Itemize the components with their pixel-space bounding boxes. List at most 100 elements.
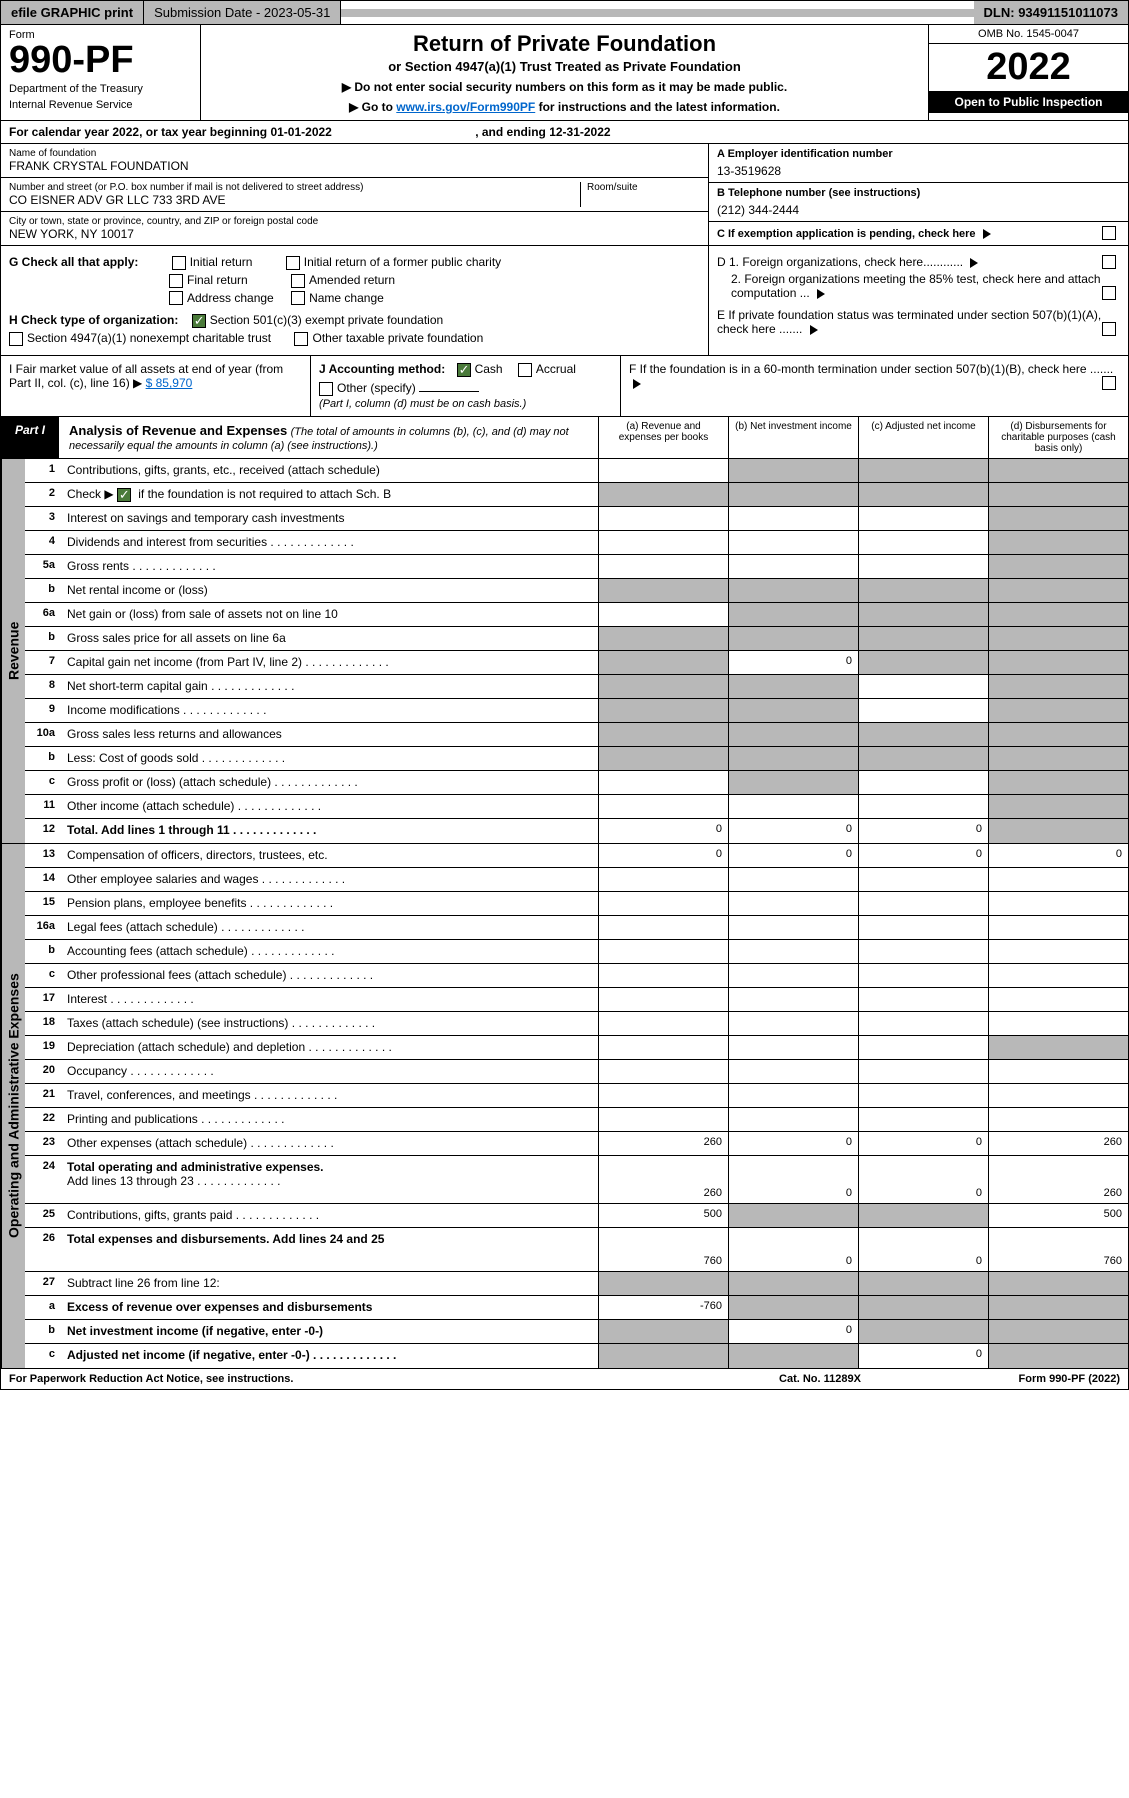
r27c-c: 0 bbox=[858, 1344, 988, 1368]
r26-b: 0 bbox=[728, 1228, 858, 1271]
j-note: (Part I, column (d) must be on cash basi… bbox=[319, 398, 612, 410]
amended-return-checkbox[interactable] bbox=[291, 274, 305, 288]
table-row: cGross profit or (loss) (attach schedule… bbox=[25, 771, 1128, 795]
r26-c: 0 bbox=[858, 1228, 988, 1271]
form-header: Form 990-PF Department of the Treasury I… bbox=[0, 25, 1129, 121]
irs-link[interactable]: www.irs.gov/Form990PF bbox=[396, 100, 535, 114]
sch-b-checkbox[interactable] bbox=[117, 488, 131, 502]
g-opt-0: Initial return bbox=[190, 255, 253, 269]
info-grid: Name of foundation FRANK CRYSTAL FOUNDAT… bbox=[0, 144, 1129, 246]
table-row: 2Check ▶ if the foundation is not requir… bbox=[25, 483, 1128, 507]
d1-checkbox[interactable] bbox=[1102, 255, 1116, 269]
directive-post: for instructions and the latest informat… bbox=[535, 100, 780, 114]
paperwork-notice: For Paperwork Reduction Act Notice, see … bbox=[9, 1373, 720, 1385]
name-label: Name of foundation bbox=[9, 148, 700, 159]
topbar-spacer bbox=[341, 9, 973, 17]
revenue-rows: 1Contributions, gifts, grants, etc., rec… bbox=[25, 459, 1128, 843]
part1-title-text: Analysis of Revenue and Expenses bbox=[69, 423, 287, 438]
revenue-table: Revenue 1Contributions, gifts, grants, e… bbox=[0, 459, 1129, 844]
col-d-header: (d) Disbursements for charitable purpose… bbox=[988, 417, 1128, 458]
g-opt-5: Name change bbox=[309, 291, 384, 305]
table-row: 13Compensation of officers, directors, t… bbox=[25, 844, 1128, 868]
section-f: F If the foundation is in a 60-month ter… bbox=[621, 356, 1128, 416]
city: NEW YORK, NY 10017 bbox=[9, 227, 700, 241]
address-change-checkbox[interactable] bbox=[169, 291, 183, 305]
table-row: 19Depreciation (attach schedule) and dep… bbox=[25, 1036, 1128, 1060]
room-label: Room/suite bbox=[587, 182, 700, 193]
topbar: efile GRAPHIC print Submission Date - 20… bbox=[0, 0, 1129, 25]
cash-checkbox[interactable] bbox=[457, 363, 471, 377]
calendar-year-row: For calendar year 2022, or tax year begi… bbox=[0, 121, 1129, 144]
r24-c: 0 bbox=[858, 1156, 988, 1203]
fmv-value[interactable]: $ 85,970 bbox=[146, 376, 193, 390]
efile-print-button[interactable]: efile GRAPHIC print bbox=[1, 1, 144, 24]
table-row: cAdjusted net income (if negative, enter… bbox=[25, 1344, 1128, 1368]
name-change-checkbox[interactable] bbox=[291, 291, 305, 305]
table-row: 26Total expenses and disbursements. Add … bbox=[25, 1228, 1128, 1272]
table-row: bNet rental income or (loss) bbox=[25, 579, 1128, 603]
d2-row: 2. Foreign organizations meeting the 85%… bbox=[717, 272, 1120, 300]
expenses-rows: 13Compensation of officers, directors, t… bbox=[25, 844, 1128, 1368]
g-opt-3: Amended return bbox=[309, 273, 395, 287]
ein: 13-3519628 bbox=[717, 164, 1120, 178]
4947-checkbox[interactable] bbox=[9, 332, 23, 346]
r23-b: 0 bbox=[728, 1132, 858, 1155]
r12-a: 0 bbox=[598, 819, 728, 843]
table-row: bNet investment income (if negative, ent… bbox=[25, 1320, 1128, 1344]
city-label: City or town, state or province, country… bbox=[9, 216, 700, 227]
f-checkbox[interactable] bbox=[1102, 376, 1116, 390]
dept-treasury: Department of the Treasury bbox=[9, 83, 192, 95]
other-taxable-checkbox[interactable] bbox=[294, 332, 308, 346]
h-opt-1: Section 501(c)(3) exempt private foundat… bbox=[210, 313, 443, 327]
e-checkbox[interactable] bbox=[1102, 322, 1116, 336]
table-row: 1Contributions, gifts, grants, etc., rec… bbox=[25, 459, 1128, 483]
other-method-checkbox[interactable] bbox=[319, 382, 333, 396]
table-row: 17Interest bbox=[25, 988, 1128, 1012]
calyear-mid: , and ending bbox=[475, 125, 549, 139]
table-row: 12Total. Add lines 1 through 11000 bbox=[25, 819, 1128, 843]
initial-former-checkbox[interactable] bbox=[286, 256, 300, 270]
g-label: G Check all that apply: bbox=[9, 255, 138, 269]
tax-year: 2022 bbox=[929, 44, 1128, 91]
501c3-checkbox[interactable] bbox=[192, 314, 206, 328]
accrual-checkbox[interactable] bbox=[518, 363, 532, 377]
r12-c: 0 bbox=[858, 819, 988, 843]
g-row-2: Final return Amended return bbox=[169, 273, 700, 288]
foundation-name-row: Name of foundation FRANK CRYSTAL FOUNDAT… bbox=[1, 144, 708, 178]
table-row: 7Capital gain net income (from Part IV, … bbox=[25, 651, 1128, 675]
g-row-3: Address change Name change bbox=[169, 291, 700, 306]
final-return-checkbox[interactable] bbox=[169, 274, 183, 288]
col-headers: (a) Revenue and expenses per books (b) N… bbox=[598, 417, 1128, 458]
j-label: J Accounting method: bbox=[319, 362, 445, 376]
open-inspection: Open to Public Inspection bbox=[929, 91, 1128, 113]
dln: DLN: 93491151011073 bbox=[974, 1, 1128, 24]
table-row: 21Travel, conferences, and meetings bbox=[25, 1084, 1128, 1108]
ijf-row: I Fair market value of all assets at end… bbox=[0, 356, 1129, 417]
d2-checkbox[interactable] bbox=[1102, 286, 1116, 300]
form-subtitle: or Section 4947(a)(1) Trust Treated as P… bbox=[211, 59, 918, 74]
c-checkbox[interactable] bbox=[1102, 226, 1116, 240]
submission-date: Submission Date - 2023-05-31 bbox=[144, 1, 341, 24]
f-label: F If the foundation is in a 60-month ter… bbox=[629, 362, 1113, 376]
e-label: E If private foundation status was termi… bbox=[717, 308, 1101, 336]
foundation-name: FRANK CRYSTAL FOUNDATION bbox=[9, 159, 700, 173]
j-cash: Cash bbox=[475, 362, 503, 376]
table-row: 27Subtract line 26 from line 12: bbox=[25, 1272, 1128, 1296]
r24-d: 260 bbox=[988, 1156, 1128, 1203]
g-opt-4: Address change bbox=[187, 291, 274, 305]
r23-a: 260 bbox=[598, 1132, 728, 1155]
table-row: 11Other income (attach schedule) bbox=[25, 795, 1128, 819]
r23-d: 260 bbox=[988, 1132, 1128, 1155]
phone: (212) 344-2444 bbox=[717, 203, 1120, 217]
table-row: 23Other expenses (attach schedule)260002… bbox=[25, 1132, 1128, 1156]
table-row: 4Dividends and interest from securities bbox=[25, 531, 1128, 555]
r13-c: 0 bbox=[858, 844, 988, 867]
table-row: 8Net short-term capital gain bbox=[25, 675, 1128, 699]
info-right: A Employer identification number 13-3519… bbox=[708, 144, 1128, 245]
initial-return-checkbox[interactable] bbox=[172, 256, 186, 270]
table-row: 22Printing and publications bbox=[25, 1108, 1128, 1132]
part1-badge: Part I bbox=[1, 417, 59, 458]
table-row: 14Other employee salaries and wages bbox=[25, 868, 1128, 892]
page-footer: For Paperwork Reduction Act Notice, see … bbox=[0, 1369, 1129, 1390]
col-c-header: (c) Adjusted net income bbox=[858, 417, 988, 458]
